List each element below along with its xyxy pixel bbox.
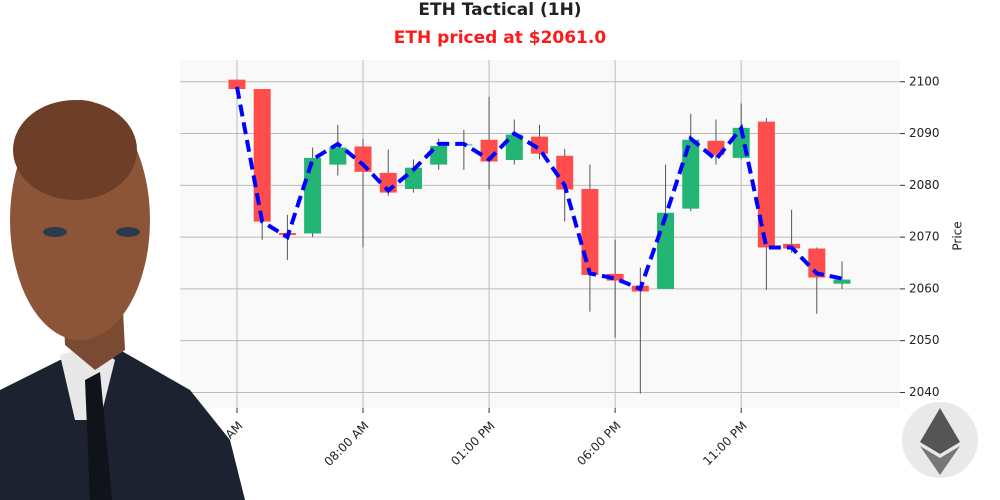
candle-body [682, 139, 700, 209]
candle-body [253, 89, 271, 222]
eth-logo [902, 402, 978, 478]
x-tick-label: 06:00 PM [574, 419, 623, 468]
overlay-line [235, 86, 843, 292]
candle-body [556, 155, 574, 190]
y-tick-label: 2060 [909, 281, 940, 295]
x-tick-label: 01:00 PM [448, 419, 497, 468]
candle-body [833, 279, 851, 284]
candle-body [505, 134, 523, 160]
candle-body [304, 157, 322, 234]
portrait [0, 100, 245, 500]
candle-body [354, 146, 372, 172]
candle-body [606, 273, 624, 281]
y-tick-label: 2100 [909, 74, 940, 88]
y-tick-label: 2080 [909, 178, 940, 192]
candle-body [808, 248, 826, 278]
y-tick-label: 2090 [909, 126, 940, 140]
y-tick-label: 2050 [909, 333, 940, 347]
x-tick-label: 08:00 AM [321, 419, 371, 469]
candle-body [329, 147, 347, 165]
y-tick-label: 2040 [909, 385, 940, 399]
candle-body [657, 212, 675, 289]
y-axis-label: Price [951, 221, 965, 250]
candle-body [581, 188, 599, 275]
x-tick-label: 11:00 PM [700, 419, 749, 468]
candle-body [530, 136, 548, 154]
marks [228, 79, 851, 394]
candle-body [228, 79, 246, 89]
candle-body [757, 121, 775, 248]
chart-subtitle: ETH priced at $2061.0 [394, 28, 607, 48]
plot-area [180, 60, 900, 408]
y-tick-label: 2070 [909, 230, 940, 244]
chart-title: ETH Tactical (1H) [418, 0, 581, 20]
candle-body [404, 167, 422, 189]
